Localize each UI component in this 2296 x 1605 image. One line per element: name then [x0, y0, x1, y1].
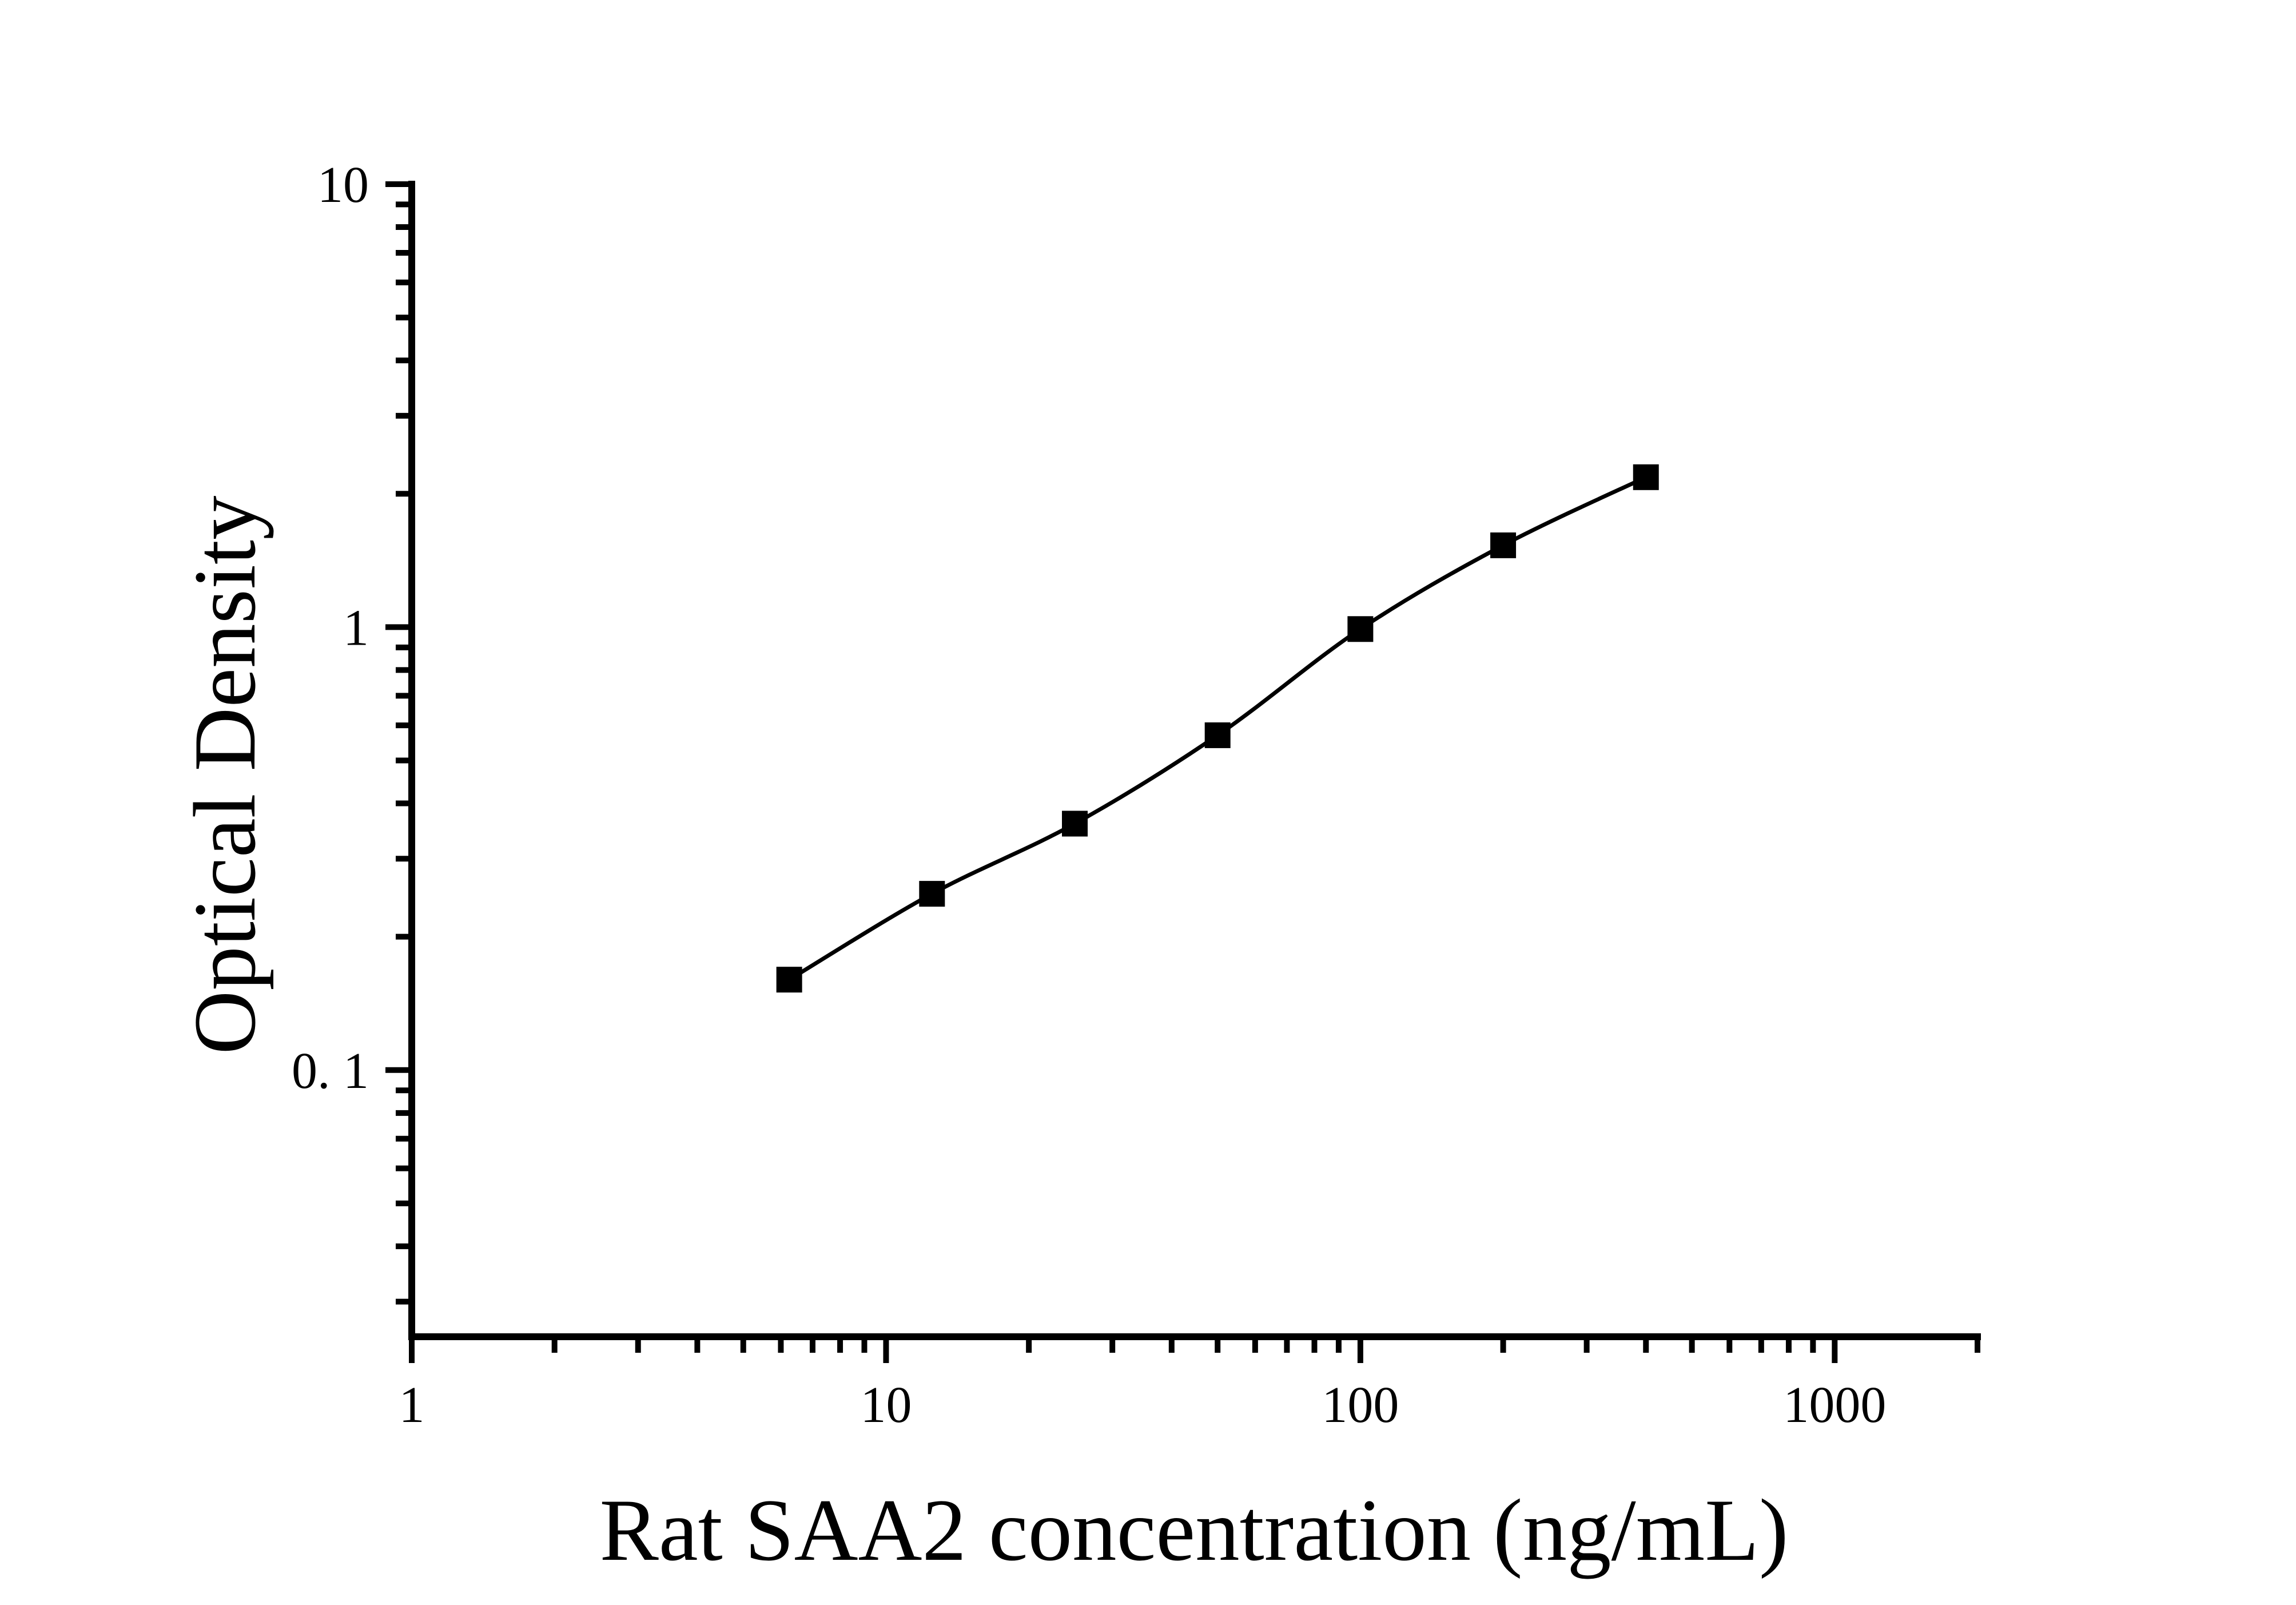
y-axis-tick-label: 1 — [343, 599, 369, 656]
x-axis-tick-label: 1 — [399, 1377, 425, 1433]
x-axis-tick-label: 10 — [860, 1377, 912, 1433]
axis-spines — [408, 181, 1981, 1340]
data-point-marker — [1633, 464, 1659, 490]
y-axis-tick-label: 0. 1 — [292, 1043, 369, 1099]
x-axis-tick-label: 100 — [1322, 1377, 1399, 1433]
y-axis-tick-label: 10 — [317, 157, 369, 213]
data-point-marker — [1204, 722, 1231, 748]
y-axis-title: Optical Density — [176, 495, 274, 1054]
x-axis-tick-label: 1000 — [1783, 1377, 1886, 1433]
axes-layer — [385, 181, 1981, 1363]
x-axis-title: Rat SAA2 concentration (ng/mL) — [599, 1481, 1788, 1579]
data-point-marker — [1490, 532, 1517, 558]
data-point-marker — [1062, 811, 1088, 837]
data-point-marker — [1347, 616, 1374, 642]
data-point-marker — [919, 881, 945, 907]
data-layer — [776, 464, 1659, 993]
tick-label-layer: 1 10 100 1000 0. 1 1 10 — [292, 157, 1886, 1433]
data-point-marker — [776, 967, 802, 993]
